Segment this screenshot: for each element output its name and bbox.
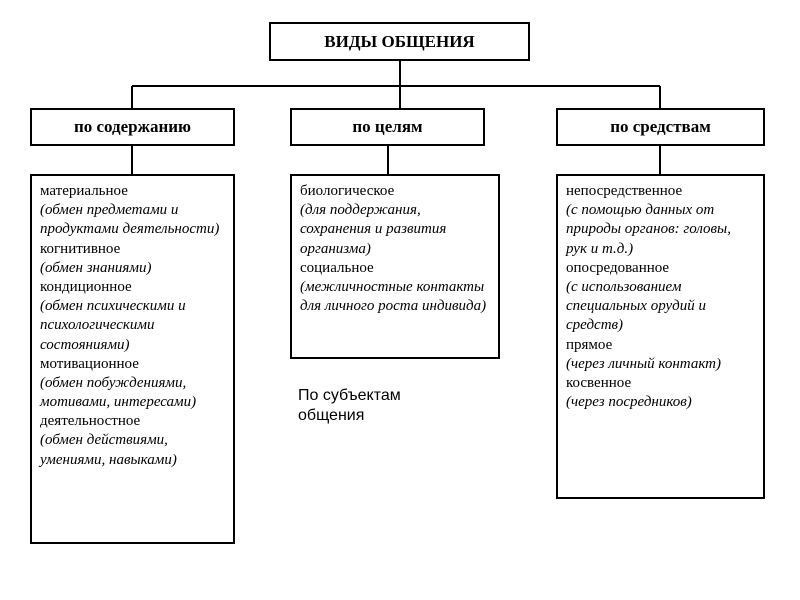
free-label-line: общения [298,406,401,426]
detail-desc: (с использованием специальных орудий и с… [566,279,706,333]
detail-item: непосредственное (с помощью данных от при… [566,182,755,259]
category-label: по целям [352,117,422,137]
details-goals: биологическое (для поддержания, сохранени… [290,174,500,359]
detail-desc: (обмен психическими и психологическими с… [40,298,186,352]
detail-item: материальное (обмен предметами и продукта… [40,182,225,240]
detail-term: мотивационное [40,356,139,372]
root-node: ВИДЫ ОБЩЕНИЯ [269,22,530,61]
detail-item: опосредованное (с использованием специаль… [566,259,755,336]
category-content: по содержанию [30,108,235,146]
detail-term: прямое [566,337,612,353]
detail-desc: (для поддержания, сохранения и развития … [300,202,446,256]
detail-item: когнитивное (обмен знаниями) [40,240,225,278]
category-label: по содержанию [74,117,191,137]
detail-term: деятельностное [40,413,140,429]
detail-term: биологическое [300,183,394,199]
detail-term: косвенное [566,375,631,391]
detail-desc: (с помощью данных от природы органов: го… [566,202,731,256]
detail-term: кондиционное [40,279,132,295]
free-label-subjects: По субъектамобщения [298,386,401,426]
detail-term: когнитивное [40,241,120,257]
detail-item: косвенное (через посредников) [566,374,755,412]
detail-desc: (обмен предметами и продуктами деятельно… [40,202,219,237]
detail-desc: (через посредников) [566,394,692,410]
detail-item: социальное (межличностные контакты для ли… [300,259,490,317]
detail-desc: (обмен действиями, умениями, навыками) [40,432,177,467]
detail-term: непосредственное [566,183,682,199]
free-label-line: По субъектам [298,386,401,406]
detail-desc: (межличностные контакты для личного рост… [300,279,486,314]
category-goals: по целям [290,108,485,146]
detail-term: опосредованное [566,260,669,276]
detail-desc: (через личный контакт) [566,356,721,372]
detail-item: деятельностное (обмен действиями, умениям… [40,412,225,470]
detail-desc: (обмен знаниями) [40,260,151,276]
detail-item: мотивационное (обмен побужде­ниями, мотив… [40,355,225,413]
details-content: материальное (обмен предметами и продукта… [30,174,235,544]
root-label: ВИДЫ ОБЩЕНИЯ [324,32,474,52]
detail-term: социальное [300,260,374,276]
detail-desc: (обмен побужде­ниями, мотивами, интереса… [40,375,196,410]
detail-term: материальное [40,183,128,199]
detail-item: прямое (через личный контакт) [566,336,755,374]
detail-item: биологическое (для поддержания, сохранени… [300,182,490,259]
category-label: по средствам [610,117,711,137]
category-means: по средствам [556,108,765,146]
details-means: непосредственное (с помощью данных от при… [556,174,765,499]
detail-item: кондиционное (обмен психическими и психол… [40,278,225,355]
